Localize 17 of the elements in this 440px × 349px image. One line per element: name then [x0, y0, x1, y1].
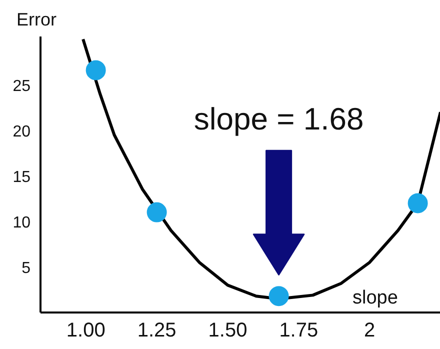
x-axis-title: slope — [352, 288, 398, 308]
point — [408, 193, 428, 214]
y-tick-label: 5 — [22, 260, 31, 277]
x-tick-label: 1.75 — [279, 320, 318, 342]
x-tick-label: 1.25 — [137, 320, 176, 342]
point — [268, 286, 289, 306]
y-axis-title: Error — [16, 10, 57, 30]
y-tick-label: 25 — [12, 78, 31, 95]
y-tick-label: 10 — [12, 214, 31, 232]
x-tick-label: 1.00 — [66, 320, 106, 342]
point — [146, 202, 167, 222]
y-tick-label: 20 — [12, 123, 31, 140]
x-tick-label: 1.50 — [208, 320, 248, 342]
y-tick-label: 15 — [12, 168, 31, 186]
point — [86, 60, 106, 80]
annotation: slope = 1.68 — [194, 101, 364, 136]
x-tick-label: 2 — [364, 320, 376, 342]
